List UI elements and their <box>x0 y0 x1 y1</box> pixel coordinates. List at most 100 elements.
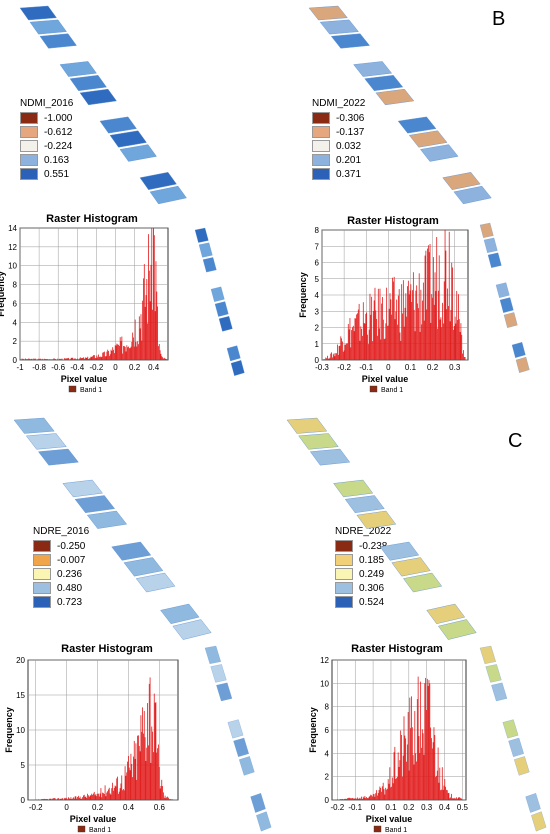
x-tick-label: 0.2 <box>129 363 141 372</box>
legend-item-label: 0.524 <box>359 596 385 608</box>
legend-swatch <box>33 554 51 566</box>
histogram-bar <box>94 795 96 800</box>
histogram-bar <box>375 310 377 360</box>
legend-item: -0.250 <box>33 539 89 553</box>
histogram-bar <box>422 733 424 800</box>
histogram-bar <box>105 356 107 360</box>
histogram-bar <box>344 798 346 800</box>
histogram-bar <box>382 297 383 360</box>
y-tick-label: 0 <box>315 356 320 365</box>
histogram-bar <box>40 359 42 360</box>
histogram-bar <box>118 344 119 360</box>
histogram-bar <box>369 293 371 360</box>
histogram-bar <box>34 358 35 360</box>
band-legend-swatch <box>373 825 382 833</box>
histogram-bar <box>100 788 102 800</box>
histogram-bar <box>21 358 23 360</box>
histogram-bar <box>165 358 167 360</box>
histogram-bar <box>449 798 451 800</box>
histogram-bar <box>99 793 101 800</box>
field-block <box>483 237 498 253</box>
field-block <box>491 682 508 702</box>
histogram-bar <box>376 318 378 360</box>
histogram-bar <box>97 357 99 360</box>
legend-item-label: -0.137 <box>336 126 365 138</box>
histogram-bar <box>65 358 67 360</box>
histogram-bar <box>458 797 460 800</box>
histogram-bar <box>405 738 407 800</box>
histogram-bar <box>71 357 73 360</box>
histogram-bar <box>336 353 337 360</box>
histogram-bar <box>107 349 109 360</box>
histogram-bar <box>408 770 410 800</box>
histogram-bar <box>389 767 391 800</box>
legend-swatch <box>20 140 38 152</box>
histogram-bar <box>388 308 390 360</box>
histogram-bar <box>440 790 442 800</box>
field-block <box>39 33 77 49</box>
histogram-bar <box>121 336 123 360</box>
y-axis-label: Frequency <box>4 707 14 753</box>
histogram-bar <box>451 793 452 800</box>
histogram-bar <box>108 350 109 360</box>
histogram-bar <box>461 334 463 360</box>
histogram-bar <box>54 358 55 360</box>
y-tick-label: 0 <box>21 796 26 805</box>
histogram-bar <box>335 353 337 360</box>
field-block <box>353 61 393 77</box>
histogram-bar <box>128 346 129 360</box>
histogram-bar <box>91 357 93 360</box>
histogram-bar <box>461 798 462 800</box>
histogram-bar <box>412 755 414 800</box>
histogram-bar <box>22 359 24 360</box>
histogram-bar <box>68 357 70 360</box>
histogram-bar <box>408 294 410 360</box>
histogram-bar <box>124 766 126 800</box>
histogram-bar <box>362 796 364 800</box>
histogram-bar <box>429 244 431 360</box>
histogram-bar <box>150 762 152 800</box>
histogram-bar <box>67 799 68 800</box>
legend-item: -1.000 <box>20 111 73 125</box>
histogram-bar <box>385 323 387 360</box>
histogram-bar <box>426 709 427 800</box>
histogram-bar <box>357 309 359 360</box>
histogram-bar <box>95 358 97 360</box>
histogram-bar <box>424 255 426 360</box>
histogram-bar <box>444 778 446 800</box>
field-block <box>135 572 176 593</box>
histogram-bar <box>436 770 438 800</box>
raster-histogram: -0.3 -0.2 -0.1 0 0.1 0.2 0.3 0 1 2 3 4 5 6 7 8 Raster Hi… <box>298 215 469 394</box>
histogram-bar <box>433 727 435 800</box>
histogram-bar <box>378 790 380 800</box>
histogram-bar <box>459 797 461 800</box>
histogram-bar <box>49 359 50 360</box>
histogram-bar <box>365 313 367 360</box>
legend-item: -0.137 <box>312 125 365 139</box>
legend-item-label: -0.250 <box>57 540 86 552</box>
field-block <box>511 342 526 358</box>
histogram-bar <box>366 312 368 360</box>
histogram-bar <box>371 796 373 800</box>
histogram-bar <box>116 778 118 800</box>
histogram-bar <box>399 332 401 360</box>
field-block <box>408 130 448 148</box>
histogram-bar <box>402 280 404 360</box>
histogram-bar <box>95 793 97 800</box>
histogram-bar <box>396 776 398 800</box>
field-block <box>210 664 227 683</box>
histogram-bar <box>130 753 132 800</box>
field-block <box>531 811 547 832</box>
histogram-bar <box>414 331 416 360</box>
histogram-bar <box>118 793 119 800</box>
y-tick-label: 12 <box>320 656 329 665</box>
histogram-bar <box>159 788 161 800</box>
x-tick-label: -0.6 <box>51 363 65 372</box>
histogram-bar <box>144 306 146 360</box>
histogram-bar <box>127 347 129 360</box>
histogram-bar <box>393 276 395 360</box>
x-tick-label: 0.4 <box>148 363 160 372</box>
x-axis-label: Pixel value <box>70 814 117 824</box>
histogram-bar <box>57 798 58 800</box>
